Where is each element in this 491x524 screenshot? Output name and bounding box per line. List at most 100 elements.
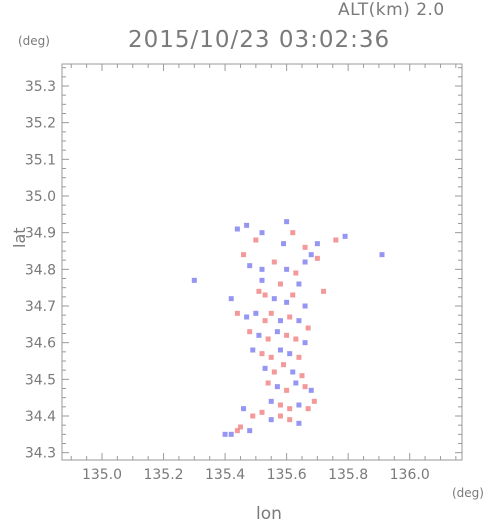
data-point [284,332,290,338]
data-point [262,365,268,371]
data-point [259,277,265,283]
data-point [274,329,280,335]
data-point [333,237,339,243]
data-point [256,288,262,294]
data-point [241,406,247,412]
data-point [302,303,308,309]
data-point [342,233,348,239]
data-point [259,351,265,357]
data-point [293,270,299,276]
x-axis-unit: (deg) [452,486,484,500]
data-point [274,384,280,390]
data-point [247,428,253,434]
data-point [228,431,234,437]
data-point [284,299,290,305]
data-point [271,259,277,265]
data-point [234,428,240,434]
data-point [379,252,385,258]
data-point [228,296,234,302]
data-point [284,219,290,225]
data-point [287,314,293,320]
data-point [311,398,317,404]
y-tick-label: 34.8 [25,262,56,278]
data-point [247,263,253,269]
data-point [302,259,308,265]
data-point [256,332,262,338]
data-point [321,288,327,294]
data-point [296,281,302,287]
x-tick-label: 135.6 [267,467,307,483]
y-tick-label: 35.0 [25,189,56,205]
data-point [314,241,320,247]
data-point [287,351,293,357]
data-point [237,424,243,430]
data-point [284,266,290,272]
data-point [268,310,274,316]
data-point [290,230,296,236]
data-point [302,340,308,346]
x-axis-label: lon [256,504,282,524]
data-point [262,318,268,324]
data-point [271,369,277,375]
chart-title-timestamp: 2015/10/23 03:02:36 [128,27,391,53]
data-point [296,420,302,426]
data-point [305,325,311,331]
data-point [241,252,247,258]
x-tick-label: 135.2 [143,467,183,483]
data-point [277,281,283,287]
data-point [244,222,250,228]
data-point [259,230,265,236]
data-point [277,413,283,419]
data-point [234,226,240,232]
y-tick-label: 34.5 [25,372,56,388]
data-point [271,296,277,302]
data-point [259,266,265,272]
y-tick-label: 34.4 [25,409,56,425]
data-point [277,402,283,408]
y-axis-unit: (deg) [18,34,50,48]
data-point [277,318,283,324]
x-tick-label: 136.0 [390,467,430,483]
y-tick-label: 35.2 [25,116,56,132]
data-point [265,380,271,386]
data-point [268,417,274,423]
data-point [277,347,283,353]
data-point [268,398,274,404]
data-point [296,318,302,324]
data-point [293,336,299,342]
data-point [302,384,308,390]
data-point [265,336,271,342]
data-point [250,413,256,419]
data-point [191,277,197,283]
data-point [287,417,293,423]
plot-frame [61,63,463,461]
data-point [290,292,296,298]
data-point [296,354,302,360]
x-tick-label: 135.8 [328,467,368,483]
data-point [299,373,305,379]
data-point [308,387,314,393]
y-tick-label: 34.9 [25,226,56,242]
data-point [281,241,287,247]
data-point [302,244,308,250]
data-point [290,369,296,375]
data-point [222,431,228,437]
data-point [314,255,320,261]
data-point [268,354,274,360]
data-point [247,329,253,335]
x-tick-label: 135.0 [82,467,122,483]
y-tick-label: 35.3 [25,79,56,95]
data-point [259,409,265,415]
y-tick-label: 34.7 [25,299,56,315]
data-point [308,252,314,258]
y-tick-label: 34.6 [25,336,56,352]
x-tick-label: 135.4 [205,467,245,483]
data-point [293,380,299,386]
data-point [287,406,293,412]
data-point [244,314,250,320]
altitude-label: ALT(km) 2.0 [338,0,445,20]
data-point [250,347,256,353]
data-point [234,310,240,316]
data-point [305,406,311,412]
